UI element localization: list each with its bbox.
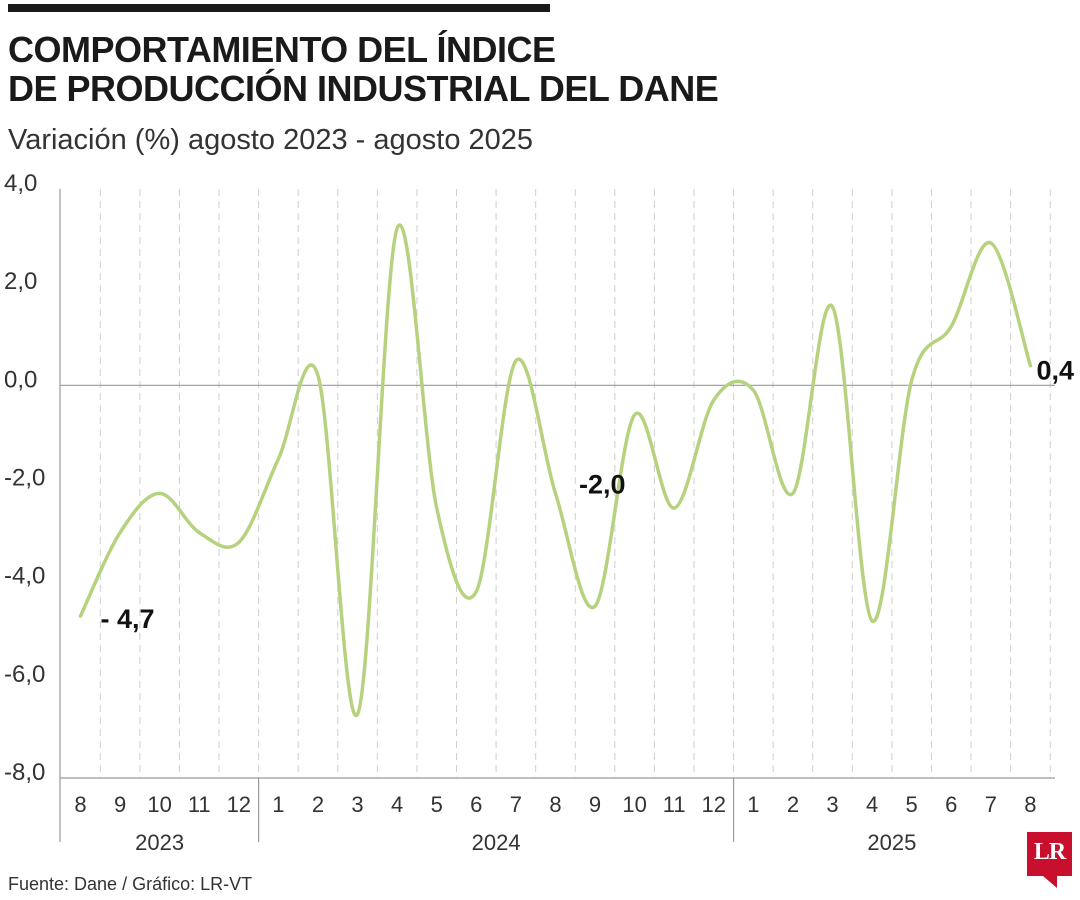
chart-title-line-2: DE PRODUCCIÓN INDUSTRIAL DEL DANE xyxy=(8,68,719,109)
x-tick-label: 6 xyxy=(470,792,482,817)
chart-title: COMPORTAMIENTO DEL ÍNDICE DE PRODUCCIÓN … xyxy=(8,29,719,109)
chart-title-line-1: COMPORTAMIENTO DEL ÍNDICE xyxy=(8,29,556,70)
x-tick-label: 11 xyxy=(663,792,686,817)
year-label: 2024 xyxy=(472,830,521,855)
x-tick-label: 7 xyxy=(510,792,522,817)
source-note: Fuente: Dane / Gráfico: LR-VT xyxy=(8,874,253,894)
x-tick-label: 3 xyxy=(351,792,363,817)
x-tick-label: 12 xyxy=(227,792,251,817)
y-tick-label: 0,0 xyxy=(4,366,37,393)
series-line xyxy=(78,223,1033,718)
x-tick-label: 3 xyxy=(826,792,838,817)
x-tick-label: 1 xyxy=(272,792,284,817)
lr-logo-tail xyxy=(1043,876,1057,888)
y-tick-label: -4,0 xyxy=(4,563,45,590)
chart-subtitle: Variación (%) agosto 2023 - agosto 2025 xyxy=(8,124,534,156)
x-tick-label: 7 xyxy=(985,792,997,817)
lr-logo: LR xyxy=(1027,832,1072,876)
lr-logo-text: LR xyxy=(1033,839,1066,865)
x-tick-label: 5 xyxy=(906,792,918,817)
y-tick-label: -6,0 xyxy=(4,661,45,688)
x-tick-label: 10 xyxy=(622,792,646,817)
year-label: 2023 xyxy=(135,830,184,855)
x-tick-label: 1 xyxy=(747,792,759,817)
y-tick-label: 2,0 xyxy=(4,268,37,295)
y-tick-label: 4,0 xyxy=(4,170,37,197)
x-tick-label: 8 xyxy=(1024,792,1036,817)
x-tick-label: 2 xyxy=(312,792,324,817)
x-tick-label: 8 xyxy=(549,792,561,817)
x-tick-label: 6 xyxy=(945,792,957,817)
x-tick-label: 4 xyxy=(866,792,878,817)
series-layer xyxy=(78,223,1033,718)
x-tick-label: 5 xyxy=(431,792,443,817)
axes: 4,02,00,0-2,0-4,0-6,0-8,08 9 10 11 12 1 2 3 4 5 6 7… xyxy=(4,170,1055,855)
value-annotation: - 4,7 xyxy=(101,604,155,634)
x-tick-label: 9 xyxy=(589,792,601,817)
grid xyxy=(99,189,1051,778)
x-tick-label: 8 xyxy=(74,792,86,817)
title-bar-decoration xyxy=(8,4,550,12)
x-tick-label: 2 xyxy=(787,792,799,817)
x-tick-label: 4 xyxy=(391,792,403,817)
value-annotation: 0,4 xyxy=(1036,356,1074,386)
x-tick-label: 11 xyxy=(188,792,211,817)
x-tick-label: 9 xyxy=(114,792,126,817)
labels: - 4,7 -2,0 0,4 xyxy=(101,356,1075,634)
y-tick-label: -8,0 xyxy=(4,759,45,786)
x-tick-label: 12 xyxy=(702,792,726,817)
year-label: 2025 xyxy=(867,830,916,855)
value-annotation: -2,0 xyxy=(579,470,626,500)
y-tick-label: -2,0 xyxy=(4,465,45,492)
x-tick-label: 10 xyxy=(147,792,171,817)
